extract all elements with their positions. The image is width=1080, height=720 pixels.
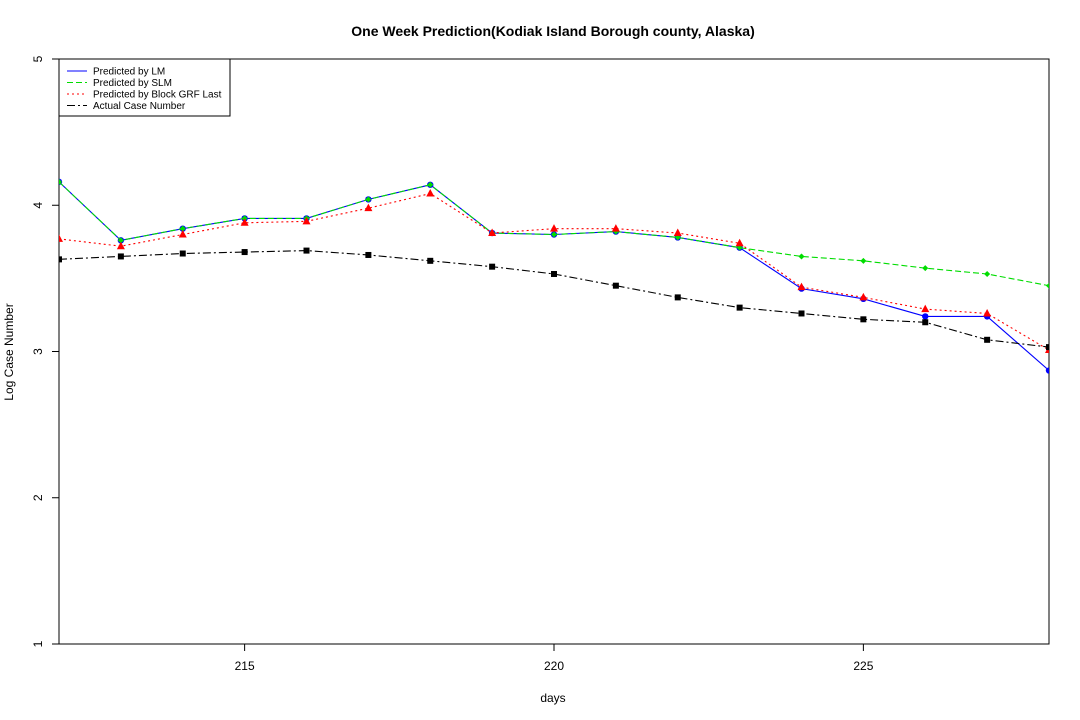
y-tick-label: 5	[31, 55, 45, 62]
point-marker	[984, 270, 991, 277]
point-marker	[921, 304, 930, 313]
series-group	[59, 178, 1049, 374]
point-marker	[240, 218, 249, 226]
point-marker	[551, 270, 557, 277]
point-marker	[59, 234, 63, 242]
point-marker	[1046, 344, 1049, 351]
y-tick-label: 1	[31, 640, 45, 647]
point-marker	[302, 216, 311, 225]
series-line	[59, 250, 1049, 348]
series-predicted-by-block-grf-last	[59, 189, 1049, 354]
point-marker	[427, 181, 434, 188]
point-marker	[1045, 367, 1049, 374]
point-marker	[736, 304, 743, 311]
point-marker	[178, 230, 187, 238]
point-marker	[550, 224, 558, 232]
point-marker	[489, 263, 496, 270]
x-tick-label: 220	[544, 659, 564, 673]
point-marker	[179, 225, 186, 232]
plot-area: 215 220 225 1 2 3 4 5	[31, 55, 1050, 673]
point-marker	[983, 308, 992, 317]
point-marker	[860, 316, 867, 323]
point-marker	[365, 196, 372, 203]
legend-label: Predicted by SLM	[93, 78, 172, 89]
point-marker	[922, 319, 929, 326]
plot-frame	[58, 58, 1050, 645]
point-marker	[365, 251, 372, 258]
point-marker	[426, 189, 435, 197]
x-axis-label: days	[540, 691, 565, 705]
point-marker	[735, 238, 744, 247]
x-tick-label: 215	[235, 659, 255, 673]
point-marker	[922, 313, 929, 320]
point-marker	[860, 257, 867, 264]
point-marker	[797, 282, 806, 291]
point-marker	[922, 265, 929, 272]
point-marker	[241, 249, 248, 256]
y-tick-label: 4	[31, 202, 45, 209]
point-marker	[612, 282, 619, 289]
point-marker	[117, 237, 124, 244]
point-marker	[984, 336, 991, 343]
point-marker	[117, 253, 124, 260]
point-marker	[488, 228, 497, 237]
y-axis-label: Log Case Number	[2, 303, 16, 400]
point-marker	[59, 178, 62, 185]
point-marker	[364, 203, 373, 212]
point-marker	[551, 231, 557, 238]
point-marker	[179, 250, 186, 257]
point-marker	[798, 310, 805, 317]
y-tick-label: 3	[31, 348, 45, 355]
point-marker	[673, 228, 682, 237]
y-tick-label: 2	[31, 494, 45, 501]
legend-label: Predicted by Block GRF Last	[93, 90, 222, 101]
point-marker	[303, 247, 310, 254]
point-marker	[1046, 282, 1049, 289]
point-marker	[674, 294, 681, 301]
legend-box	[58, 58, 231, 117]
point-marker	[116, 241, 125, 250]
legend-label: Predicted by LM	[93, 67, 165, 78]
point-marker	[859, 292, 868, 301]
chart-title: One Week Prediction(Kodiak Island Boroug…	[351, 23, 754, 39]
point-marker	[427, 257, 434, 264]
legend-label: Actual Case Number	[93, 101, 186, 112]
series-actual-case-number	[59, 247, 1049, 351]
point-marker	[798, 253, 805, 260]
point-marker	[611, 224, 620, 232]
point-marker	[59, 256, 62, 263]
x-tick-label: 225	[853, 659, 873, 673]
